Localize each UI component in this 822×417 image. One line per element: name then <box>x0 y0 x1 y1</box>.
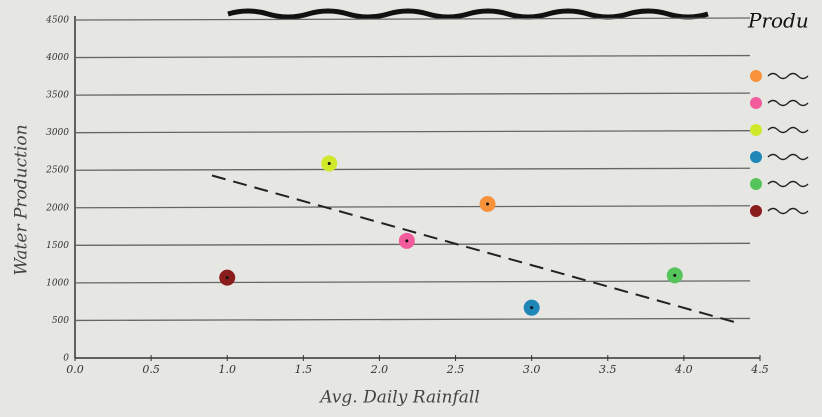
y-axis-title: Water Production <box>12 124 32 275</box>
x-tick-label: 1.0 <box>218 363 236 376</box>
x-tick-label: 2.0 <box>370 363 389 376</box>
point-dot <box>673 273 677 277</box>
legend-squiggle <box>767 207 809 215</box>
y-tick-label: 4000 <box>45 53 69 63</box>
grid-line <box>74 92 751 96</box>
grid-line <box>74 130 751 134</box>
y-tick-label: 2000 <box>45 203 69 213</box>
legend-squiggle <box>767 99 809 107</box>
grid-line <box>74 167 751 171</box>
legend-squiggle <box>767 72 809 80</box>
y-tick-label: 1000 <box>46 278 69 288</box>
grid-line <box>74 54 751 59</box>
title-scribble <box>227 8 709 20</box>
grid-line <box>74 17 751 21</box>
x-tick-label: 3.0 <box>523 363 541 376</box>
y-tick-label: 2500 <box>45 166 69 176</box>
legend-swatch <box>750 205 762 217</box>
x-tick-label: 4.5 <box>750 363 769 376</box>
x-tick-label: 3.5 <box>599 363 617 376</box>
legend-swatch <box>750 178 762 190</box>
grid-line <box>74 205 751 209</box>
trend-line <box>211 174 735 323</box>
legend-swatch <box>750 151 762 163</box>
x-axis-title: Avg. Daily Rainfall <box>318 388 480 408</box>
y-tick-label: 0 <box>63 354 69 364</box>
y-tick-label: 3000 <box>46 128 69 138</box>
x-tick-label: 1.5 <box>295 363 313 376</box>
legend-squiggle <box>767 153 809 161</box>
point-dot <box>405 239 409 243</box>
x-tick-label: 0.5 <box>142 363 160 376</box>
y-tick-label: 4500 <box>45 16 69 26</box>
legend-title: Produ <box>747 9 809 33</box>
legend-swatch <box>750 124 762 136</box>
point-dot <box>486 202 490 206</box>
legend-squiggle <box>767 126 809 134</box>
point-dot <box>530 306 534 310</box>
x-tick-label: 2.5 <box>446 363 465 376</box>
y-tick-label: 3500 <box>46 91 69 101</box>
y-tick-label: 500 <box>52 316 69 326</box>
x-tick-label: 4.0 <box>674 363 693 376</box>
y-tick-label: 1500 <box>46 241 69 251</box>
grid-line <box>74 317 751 322</box>
legend-swatch <box>750 70 762 82</box>
x-tick-label: 0.0 <box>66 363 84 376</box>
legend-swatch <box>750 97 762 109</box>
point-dot <box>225 276 229 280</box>
point-dot <box>327 161 331 165</box>
grid-line <box>74 280 751 284</box>
legend-squiggle <box>767 180 809 188</box>
